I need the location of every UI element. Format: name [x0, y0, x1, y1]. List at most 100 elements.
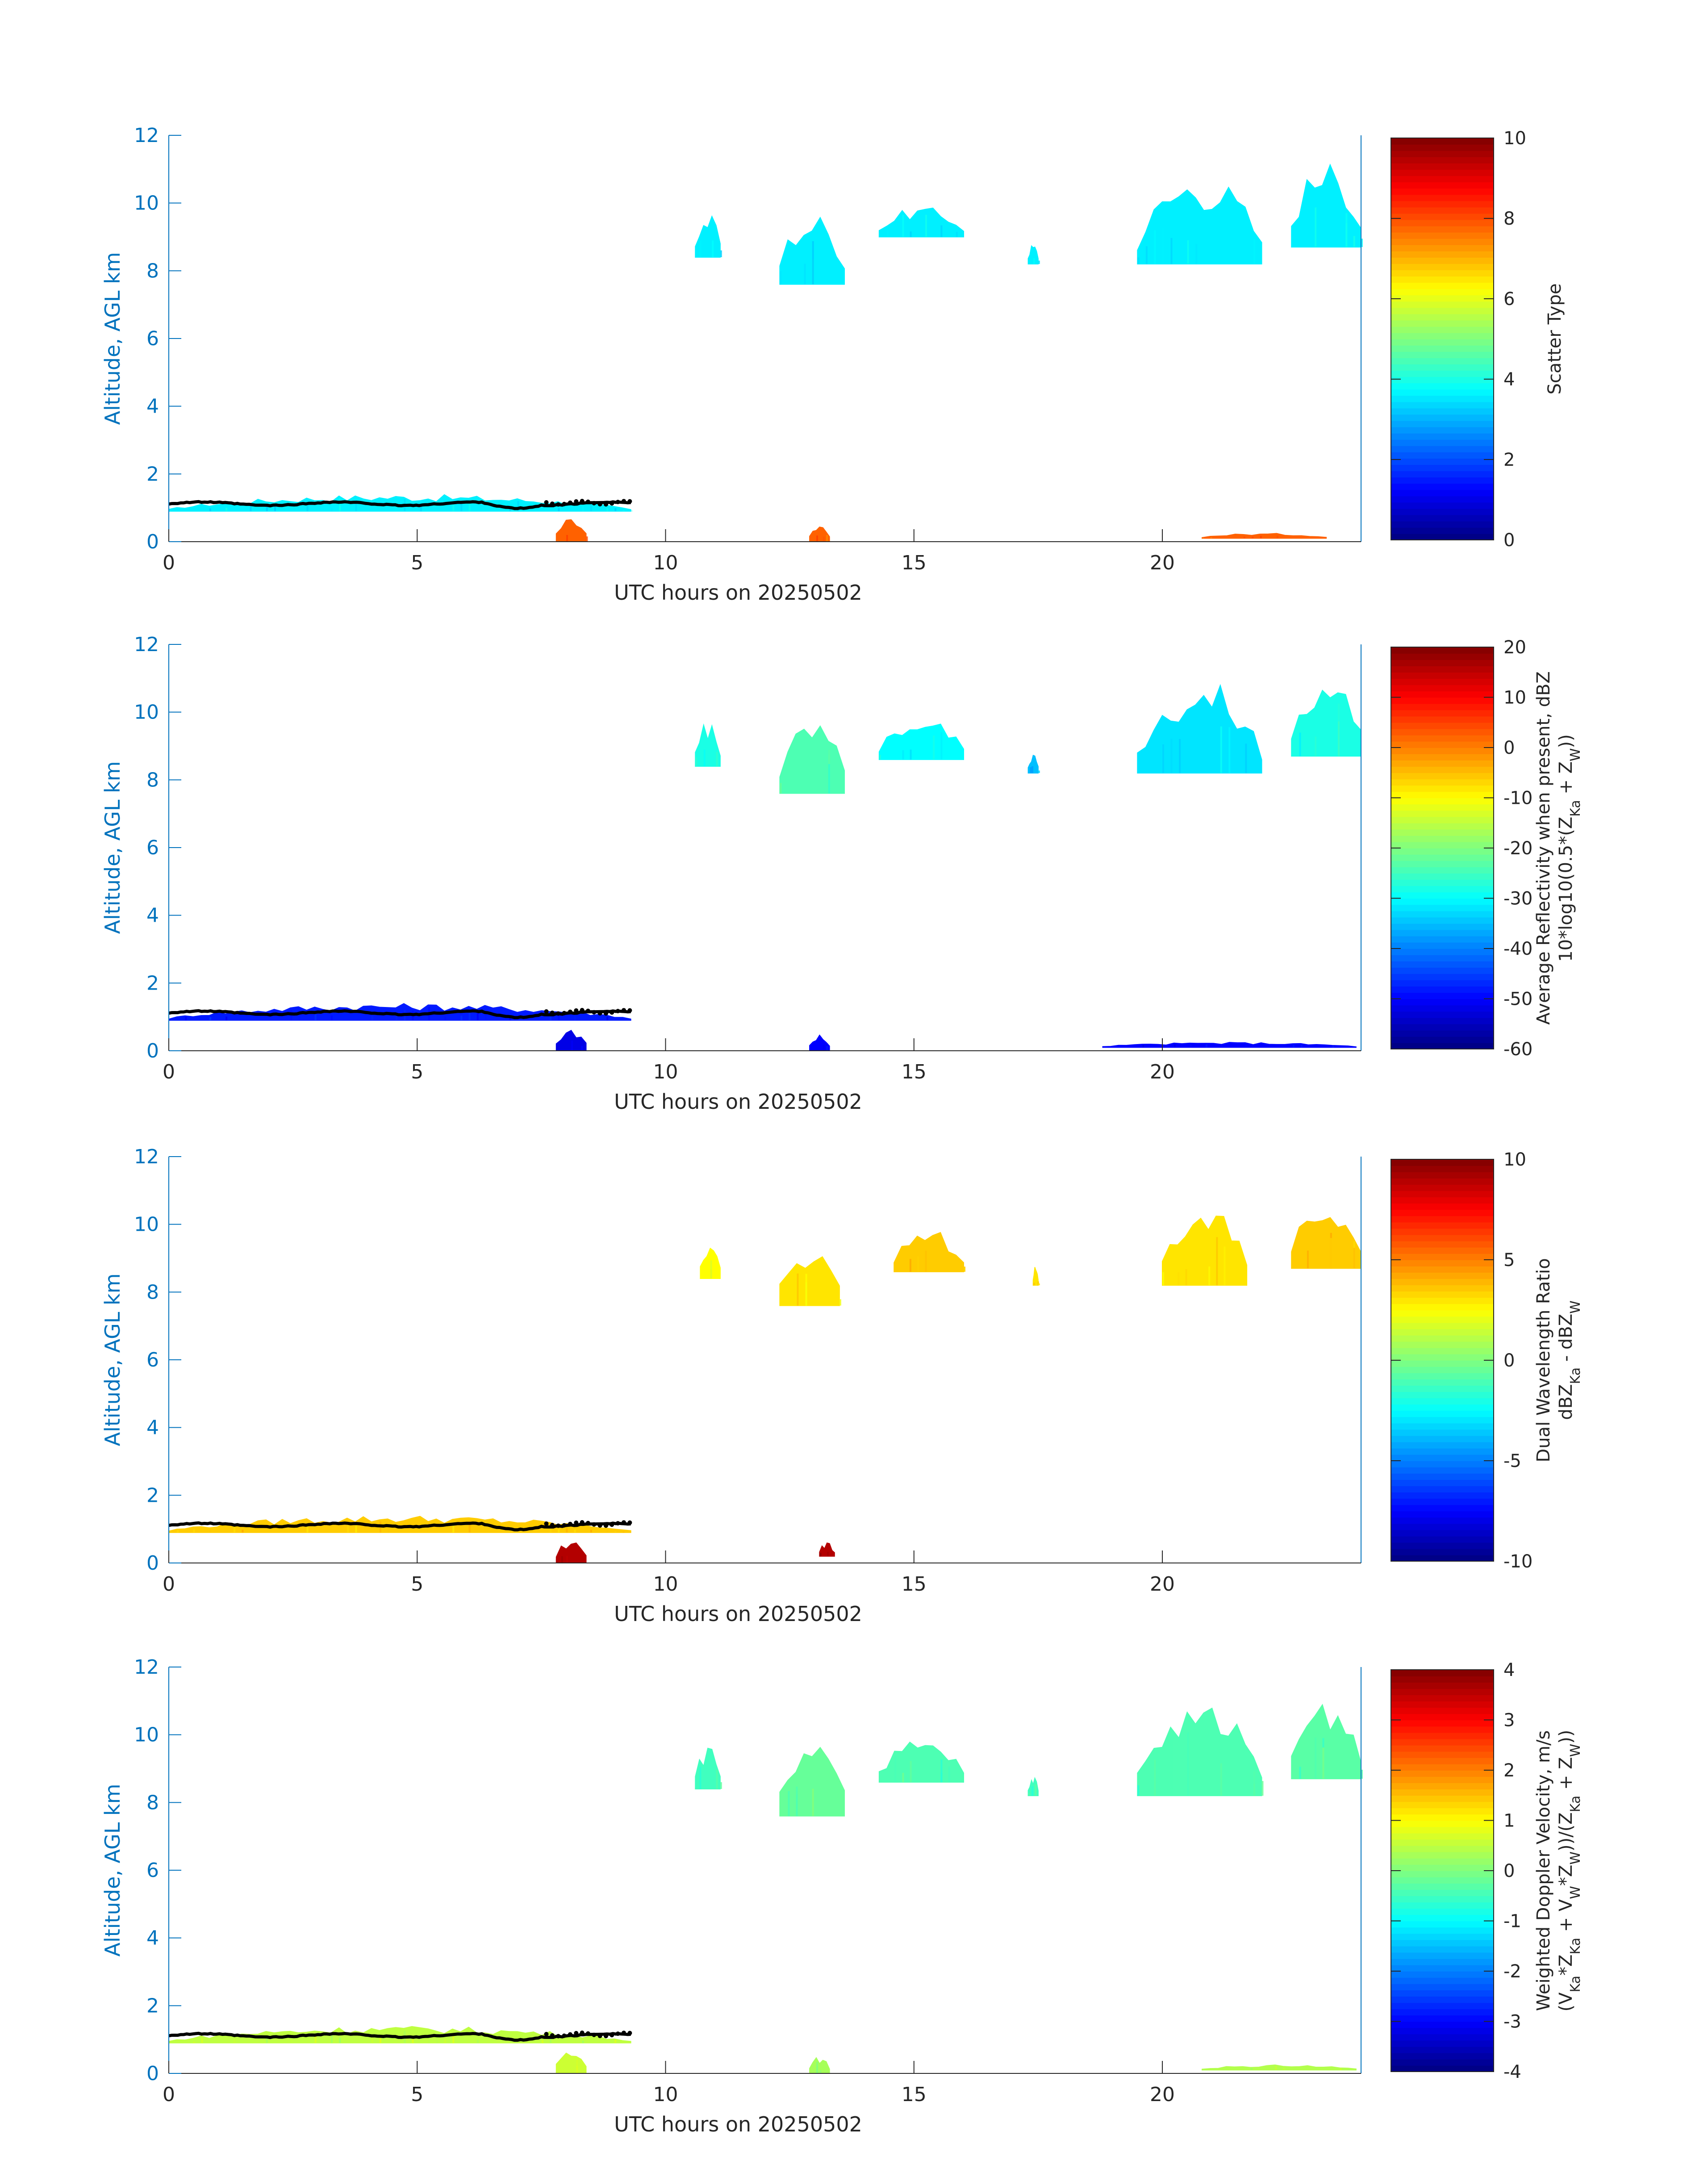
colorbar-segment [1391, 452, 1494, 459]
colorbar-segment [1391, 1279, 1494, 1286]
colorbar-segment [1391, 1366, 1494, 1373]
echo-texture [716, 1769, 718, 1789]
colorbar-segment [1391, 144, 1494, 151]
colorbar-segment [1391, 955, 1494, 961]
colorbar-title-line-2: (VKa*ZKa + VW*ZW))/(ZKa + ZW)) [1556, 1730, 1583, 2012]
x-tick-label: 20 [1150, 552, 1175, 574]
colorbar-segment [1391, 464, 1494, 472]
echo-texture [331, 2035, 333, 2043]
colorbar-segment [1391, 257, 1494, 264]
echo-texture [819, 1553, 822, 1556]
colorbar-segment [1391, 1492, 1494, 1499]
echo-texture [339, 2038, 341, 2043]
colorbar-segment [1391, 879, 1494, 886]
colorbar-segment [1391, 854, 1494, 861]
echo-texture [306, 506, 309, 511]
colorbar-segment [1391, 1958, 1494, 1965]
echo-texture [298, 1523, 301, 1533]
colorbar-tick-label: -2 [1503, 1961, 1521, 1982]
colorbar-segment [1391, 1385, 1494, 1392]
cloud-base-dot [592, 1522, 597, 1527]
echo-texture [576, 2066, 578, 2073]
y-tick-label: 2 [146, 1484, 159, 1507]
colorbar-segment [1391, 320, 1494, 327]
colorbar-tick-label: 2 [1503, 450, 1515, 470]
echo-texture [1353, 1248, 1355, 1269]
echo-texture [1322, 1747, 1324, 1779]
echo-texture [894, 1756, 897, 1782]
echo-texture [917, 1256, 919, 1272]
echo-texture [614, 2042, 617, 2043]
echo-texture [586, 536, 588, 542]
colorbar-segment [1391, 1448, 1494, 1455]
x-tick-label: 0 [163, 2083, 175, 2106]
colorbar-segment [1391, 188, 1494, 195]
colorbar-segment [1391, 861, 1494, 867]
cloud-base-dot [597, 2034, 602, 2039]
echo-texture [1275, 2066, 1277, 2070]
colorbar-segment [1391, 1763, 1494, 1771]
colorbar-segment [1391, 1757, 1494, 1764]
colorbar-segment [1391, 1808, 1494, 1815]
cloud-base-path [168, 1521, 631, 1532]
y-axis-label: Altitude, AGL km [100, 761, 125, 934]
echo-texture [812, 241, 814, 284]
colorbar-segment [1391, 1216, 1494, 1223]
cloud-base-dot [610, 2033, 614, 2038]
echo-texture [1228, 727, 1231, 773]
colorbar-segment [1391, 251, 1494, 258]
echo-texture [1162, 744, 1164, 773]
colorbar-title-line-2: dBZKa - dBZW [1556, 1300, 1583, 1420]
echo-texture [1361, 1769, 1363, 1779]
colorbar-segment [1391, 1347, 1494, 1354]
echo-texture [839, 1299, 841, 1306]
x-tick-label: 0 [163, 552, 175, 574]
colorbar-segment [1391, 773, 1494, 780]
echo-texture [826, 1045, 828, 1051]
echo-texture [1031, 766, 1033, 773]
echo-texture [816, 2066, 818, 2073]
colorbar-tick-label: -1 [1503, 1911, 1521, 1932]
colorbar-segment [1391, 408, 1494, 415]
echo-texture [274, 506, 276, 511]
colorbar-segment [1391, 741, 1494, 748]
colorbar-segment [1391, 1770, 1494, 1777]
echo-texture [388, 1526, 390, 1533]
colorbar-segment [1391, 1511, 1494, 1518]
colorbar-tick-label: 4 [1503, 369, 1515, 390]
echo-texture [710, 1260, 712, 1279]
x-tick-label: 0 [163, 1573, 175, 1596]
cloud-base-line [168, 1520, 632, 1532]
echo-texture [582, 506, 584, 511]
colorbar-segment [1391, 1172, 1494, 1178]
echo-texture [816, 535, 818, 542]
cloud-base-dot [604, 502, 608, 507]
y-tick-label: 2 [146, 1994, 159, 2017]
echo-texture [910, 231, 912, 237]
colorbar-segment [1391, 1789, 1494, 1796]
echo-texture [964, 1267, 965, 1272]
colorbar-segment [1391, 936, 1494, 943]
echo-texture [1038, 770, 1040, 773]
echo-texture [902, 215, 904, 237]
cloud-base-dot [627, 1008, 632, 1013]
echo-texture [1030, 258, 1032, 264]
y-tick-label: 0 [146, 1552, 159, 1575]
colorbar-segment [1391, 1814, 1494, 1821]
colorbar-segment [1391, 1676, 1494, 1683]
colorbar-segment [1391, 2046, 1494, 2053]
colorbar-segment [1391, 1726, 1494, 1733]
cloud-base-dot [550, 2033, 555, 2038]
cloud-base-dot [585, 1008, 590, 1013]
colorbar-segment [1391, 389, 1494, 396]
colorbar-segment [1391, 1833, 1494, 1840]
echo-regions [168, 684, 1361, 1051]
colorbar: 0 2 4 6 8 10 Scatter Type [1391, 128, 1565, 551]
colorbar-segment [1391, 810, 1494, 817]
echo-texture [1170, 1737, 1173, 1796]
colorbar-segment [1391, 489, 1494, 497]
cloud-base-dot [562, 2033, 567, 2038]
echo-texture [1243, 536, 1245, 539]
colorbar-segment [1391, 1996, 1494, 2003]
